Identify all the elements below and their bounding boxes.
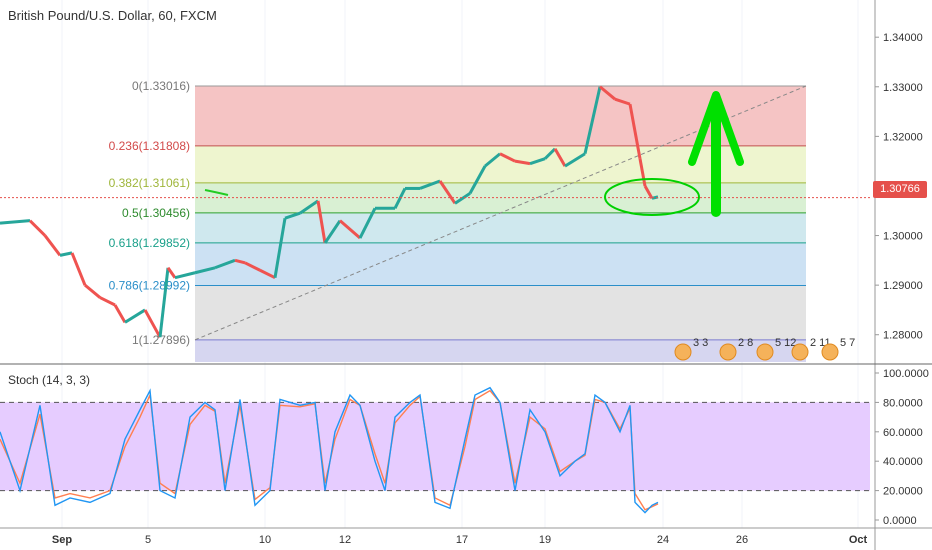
price-segment [614,97,631,106]
price-segment [599,85,616,101]
price-segment [628,103,642,159]
price-segment [0,219,31,225]
date-tick-label: 26 [736,534,748,546]
price-segment [194,266,216,275]
date-tick-label: 24 [657,534,669,546]
price-segment [564,152,586,168]
price-segment [393,187,407,209]
date-tick-label: 17 [456,534,468,546]
price-tick-label: 1.28000 [883,330,923,342]
fib-zone [195,242,806,286]
price-segment [59,251,73,257]
price-segment [99,296,116,307]
stoch-tick-label: 20.0000 [883,486,923,498]
fib-zone [195,339,806,362]
event-badge-count: 3 3 [693,337,708,349]
fib-label: 0.786(1.28992) [109,279,190,293]
event-badge-icon [674,343,692,361]
annotation-stroke [204,189,229,196]
stoch-tick-label: 40.0000 [883,456,923,468]
price-segment [174,271,196,280]
fib-label: 1(1.27896) [132,333,190,347]
date-tick-label: 10 [259,534,271,546]
price-segment [339,219,361,240]
price-segment [166,266,177,279]
price-segment [214,258,236,270]
price-segment [643,185,654,200]
price-segment [244,261,261,272]
price-segment [438,180,457,205]
price-segment [638,158,647,187]
stoch-k-line [0,386,659,514]
fib-label: 0.5(1.30456) [122,206,190,220]
price-segment [553,148,567,167]
price-segment [28,219,47,237]
fib-zone [195,285,806,340]
price-segment [468,165,487,195]
price-segment [484,152,501,168]
price-segment [43,234,62,257]
price-segment [543,147,557,160]
date-tick-label: 19 [539,534,551,546]
annotation-arrow-head [688,91,744,166]
price-segment [124,308,146,324]
price-segment [273,217,287,278]
stoch-tick-label: 60.0000 [883,427,923,439]
price-segment [84,283,101,299]
date-tick-label: 5 [145,534,151,546]
date-tick-label: Sep [52,534,72,546]
price-segment [284,211,301,220]
fib-label: 0(1.33016) [132,79,190,93]
stoch-title: Stoch (14, 3, 3) [8,373,91,387]
event-badge-count: 2 8 [738,337,753,349]
price-segment [70,252,87,286]
fib-label: 0.236(1.31808) [109,139,190,153]
stoch-band [0,402,870,491]
fib-zone [195,145,806,183]
price-segment [234,258,246,265]
event-badge-icon [756,343,774,361]
price-segment [358,207,377,239]
event-badge-icon [719,343,737,361]
price-segment [158,267,170,338]
price-segment [499,152,516,163]
fib-zone [195,212,806,243]
price-segment [454,192,471,205]
price-tick-label: 1.34000 [883,32,923,44]
price-segment [299,199,319,215]
fib-label: 0.382(1.31061) [109,176,190,190]
price-tick-label: 1.33000 [883,82,923,94]
date-tick-label: 12 [339,534,351,546]
price-segment [323,219,342,244]
stoch-tick-label: 80.0000 [883,397,923,409]
chart-title: British Pound/U.S. Dollar, 60, FXCM [8,8,217,23]
event-badge-icon [791,343,809,361]
event-badge-count: 5 12 [775,337,796,349]
price-segment [259,268,276,280]
fib-label: 0.618(1.29852) [109,236,190,250]
fib-trendline [194,85,807,341]
price-segment [419,179,441,190]
event-badge-count: 5 7 [840,337,855,349]
stoch-tick-label: 0.0000 [883,515,917,527]
date-tick-label: Oct [849,534,868,546]
price-segment [583,86,602,155]
annotation-ellipse [604,178,700,216]
price-tick-label: 1.29000 [883,280,923,292]
price-segment [113,304,127,324]
price-segment [316,200,327,244]
price-segment [143,309,162,338]
stoch-tick-label: 100.0000 [883,368,929,380]
price-segment [514,159,531,166]
event-badge-icon [821,343,839,361]
price-tick-label: 1.30000 [883,231,923,243]
price-segment [529,157,546,166]
price-tick-label: 1.32000 [883,131,923,143]
last-price-badge: 1.30766 [873,181,927,198]
